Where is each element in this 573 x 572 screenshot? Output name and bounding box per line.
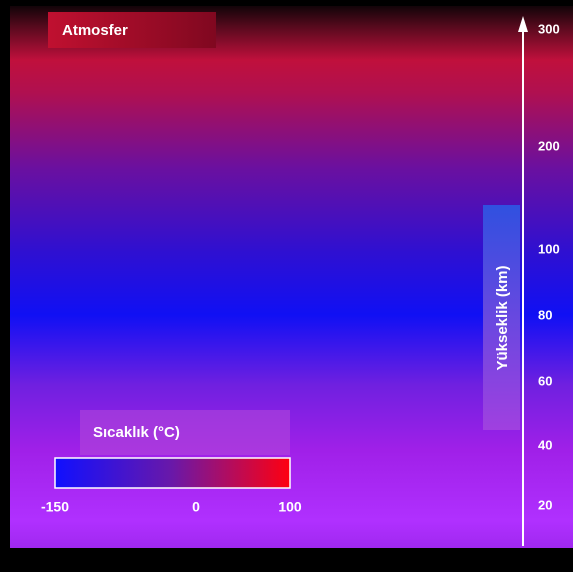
colorbar-tick-label: -150 xyxy=(41,499,69,515)
colorbar-tick-label: 100 xyxy=(278,499,302,515)
axis-label: Yükseklik (km) xyxy=(494,265,511,370)
arrow-head xyxy=(518,16,528,32)
altitude-tick-label: 300 xyxy=(538,21,560,36)
altitude-tick-label: 60 xyxy=(538,373,552,388)
altitude-tick-label: 40 xyxy=(538,437,552,452)
colorbar-tick-label: 0 xyxy=(192,499,200,515)
title-box xyxy=(48,12,216,48)
title: Atmosfer xyxy=(62,22,128,39)
colorbar xyxy=(54,457,291,489)
altitude-tick-label: 20 xyxy=(538,497,552,512)
colorbar-label: Sıcaklık (°C) xyxy=(93,424,180,441)
colorbar-label-box xyxy=(80,410,290,455)
altitude-tick-label: 80 xyxy=(538,307,552,322)
altitude-tick-label: 200 xyxy=(538,138,560,153)
altitude-tick-label: 100 xyxy=(538,241,560,256)
axis-label-box xyxy=(483,205,520,430)
